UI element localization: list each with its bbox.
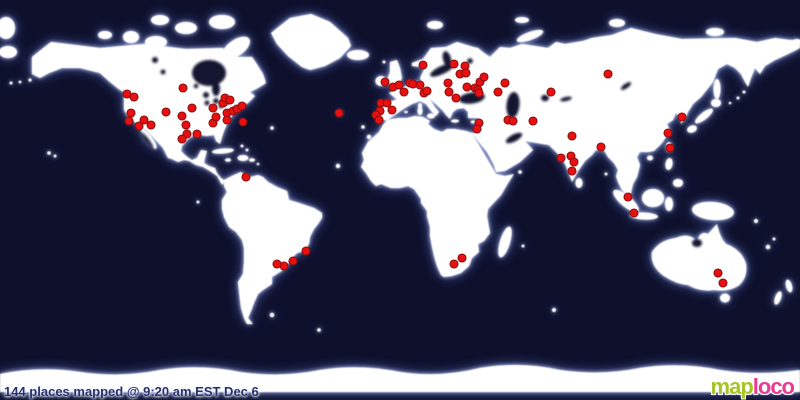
map-dot <box>222 115 232 125</box>
map-dot <box>500 78 510 88</box>
inland-seas <box>140 51 702 247</box>
map-dot <box>334 108 344 118</box>
continents <box>0 14 800 392</box>
map-dot <box>178 83 188 93</box>
map-dot <box>556 153 566 163</box>
map-dot <box>713 268 723 278</box>
map-dot <box>177 111 187 121</box>
map-dots <box>122 59 728 288</box>
map-dot <box>192 129 202 139</box>
map-dot <box>288 256 298 266</box>
map-dot <box>208 103 218 113</box>
map-dot <box>399 87 409 97</box>
map-dot <box>474 88 484 98</box>
map-dot <box>129 92 139 102</box>
map-dot <box>124 116 134 126</box>
map-dot <box>449 259 459 269</box>
map-dot <box>567 166 577 176</box>
map-dot <box>508 116 518 126</box>
map-dot <box>146 120 156 130</box>
map-dot <box>677 112 687 122</box>
map-dot <box>126 108 136 118</box>
map-dot <box>301 246 311 256</box>
map-dot <box>443 78 453 88</box>
map-dot <box>546 87 556 97</box>
map-dot <box>177 134 187 144</box>
map-dot <box>380 77 390 87</box>
map-dot <box>272 259 282 269</box>
map-dot <box>374 115 384 125</box>
logo-text-map: map <box>710 374 754 399</box>
map-dot <box>241 172 251 182</box>
logo-text-loco: loco <box>752 374 795 399</box>
map-dot <box>479 72 489 82</box>
map-dot <box>603 69 613 79</box>
map-dot <box>237 101 247 111</box>
map-dot <box>457 253 467 263</box>
map-dot <box>238 117 248 127</box>
map-dot <box>415 80 425 90</box>
map-caption: 144 places mapped @ 9:20 am EST Dec 6 <box>4 384 259 399</box>
map-dot <box>718 278 728 288</box>
map-dot <box>596 142 606 152</box>
map-dot <box>449 59 459 69</box>
map-dot <box>623 192 633 202</box>
map-dot <box>394 80 404 90</box>
map-dot <box>211 112 221 122</box>
map-dot <box>382 98 392 108</box>
map-dot <box>569 157 579 167</box>
map-dot <box>528 116 538 126</box>
map-dot <box>139 115 149 125</box>
map-dot <box>444 87 454 97</box>
map-dot <box>665 143 675 153</box>
map-dot <box>629 208 639 218</box>
map-dot <box>567 131 577 141</box>
maploco-logo[interactable]: maploco <box>710 374 795 400</box>
map-dot <box>225 95 235 105</box>
map-dot <box>181 120 191 130</box>
map-dot <box>387 105 397 115</box>
map-dot <box>187 103 197 113</box>
map-dot <box>422 86 432 96</box>
map-dot <box>462 82 472 92</box>
map-dot <box>493 87 503 97</box>
map-dot <box>472 124 482 134</box>
map-dot <box>134 121 144 131</box>
map-dot <box>418 60 428 70</box>
map-dot <box>461 68 471 78</box>
map-dot <box>451 93 461 103</box>
map-dot <box>663 128 673 138</box>
map-dot <box>161 107 171 117</box>
